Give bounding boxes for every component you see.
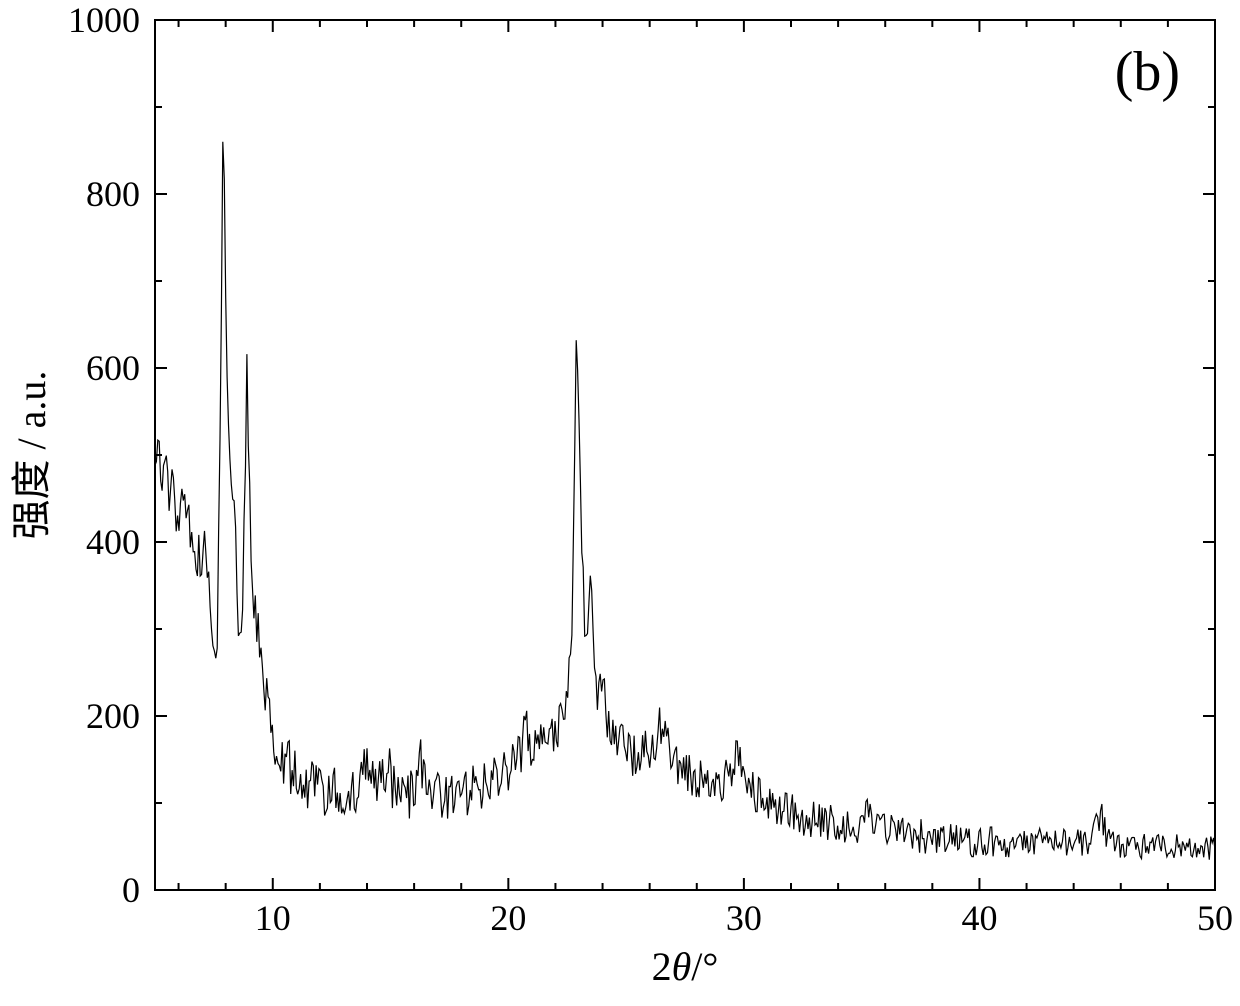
panel-label: (b) (1115, 41, 1180, 103)
y-axis-title: 强度 / a.u. (9, 371, 54, 540)
y-tick-label: 800 (86, 174, 140, 214)
x-axis-title: 2θ/° (652, 944, 719, 989)
x-tick-label: 40 (961, 898, 997, 938)
y-tick-label: 200 (86, 696, 140, 736)
y-tick-label: 600 (86, 348, 140, 388)
y-tick-label: 400 (86, 522, 140, 562)
x-tick-label: 50 (1197, 898, 1233, 938)
x-tick-label: 10 (255, 898, 291, 938)
y-tick-label: 0 (122, 870, 140, 910)
x-tick-label: 20 (490, 898, 526, 938)
chart-svg: 10 20 30 40 50 0 200 400 600 800 1000 2θ/° 强度 / a.u.… (0, 0, 1240, 1006)
y-tick-label: 1000 (68, 0, 140, 40)
x-tick-label: 30 (726, 898, 762, 938)
xrd-chart: 10 20 30 40 50 0 200 400 600 800 1000 2θ/° 强度 / a.u.… (0, 0, 1240, 1006)
plot-frame (155, 20, 1215, 890)
